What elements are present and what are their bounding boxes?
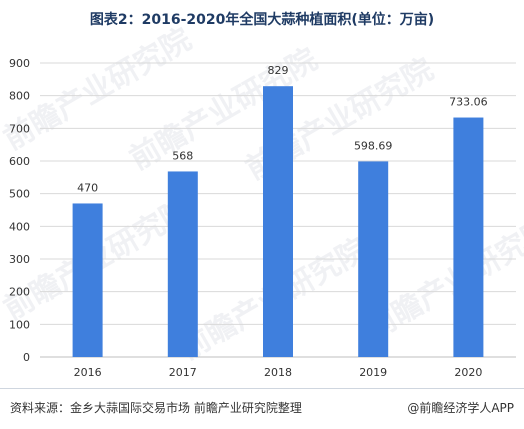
source-note: 资料来源：金乡大蒜国际交易市场 前瞻产业研究院整理 bbox=[10, 401, 302, 415]
footer: 资料来源：金乡大蒜国际交易市场 前瞻产业研究院整理 @前瞻经济学人APP bbox=[0, 388, 524, 429]
y-tick-label: 400 bbox=[9, 220, 30, 233]
data-label: 829 bbox=[268, 64, 289, 77]
y-tick-label: 700 bbox=[9, 122, 30, 135]
bar bbox=[358, 161, 389, 357]
y-tick-label: 0 bbox=[23, 351, 30, 364]
y-tick-label: 200 bbox=[9, 286, 30, 299]
data-label: 598.69 bbox=[354, 139, 393, 152]
data-label: 568 bbox=[172, 149, 193, 162]
bar bbox=[167, 171, 198, 357]
y-tick-label: 100 bbox=[9, 318, 30, 331]
y-tick-label: 800 bbox=[9, 90, 30, 103]
x-tick-label: 2017 bbox=[169, 366, 197, 379]
bar bbox=[72, 203, 103, 357]
brand-label: @前瞻经济学人APP bbox=[407, 401, 514, 415]
y-tick-label: 900 bbox=[9, 57, 30, 70]
x-tick-label: 2020 bbox=[454, 366, 482, 379]
y-tick-label: 500 bbox=[9, 188, 30, 201]
x-tick-label: 2018 bbox=[264, 366, 292, 379]
data-label: 733.06 bbox=[449, 96, 488, 109]
bar-chart: 0 100 200 300 400 500 600 700 800 900 470 2016 568 20… bbox=[9, 57, 516, 379]
chart-title: 图表2：2016-2020年全国大蒜种植面积(单位：万亩) bbox=[89, 12, 435, 28]
data-label: 470 bbox=[77, 181, 98, 194]
bar bbox=[453, 117, 484, 358]
x-tick-label: 2016 bbox=[74, 366, 102, 379]
y-tick-label: 300 bbox=[9, 253, 30, 266]
x-tick-label: 2019 bbox=[359, 366, 387, 379]
y-tick-label: 600 bbox=[9, 155, 30, 168]
bar bbox=[263, 86, 293, 358]
